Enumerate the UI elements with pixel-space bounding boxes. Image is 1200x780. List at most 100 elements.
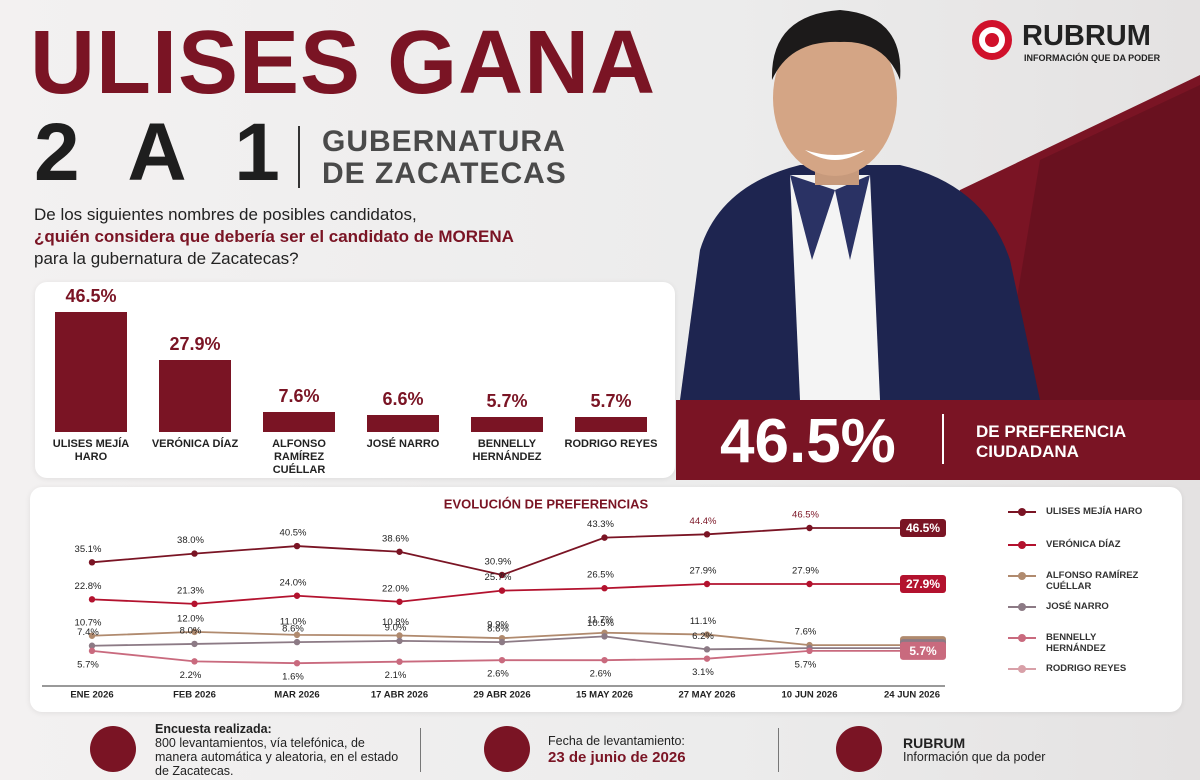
- data-point: [293, 542, 301, 550]
- subtitle-line: GUBERNATURA: [322, 125, 566, 158]
- bar: [263, 412, 335, 432]
- divider: [298, 126, 300, 188]
- legend-label: ALFONSO RAMÍREZ CUÉLLAR: [1046, 570, 1139, 592]
- brand-name: RUBRUM: [1022, 20, 1151, 52]
- end-label-box: [900, 575, 946, 593]
- data-label: 9.0%: [385, 622, 407, 633]
- end-label: 27.9%: [906, 577, 940, 591]
- data-point: [806, 524, 813, 532]
- data-label: 27.9%: [690, 566, 717, 577]
- data-label: 2.6%: [590, 669, 612, 680]
- data-label: 8.6%: [282, 624, 304, 635]
- highlight-label: DE PREFERENCIA CIUDADANA: [976, 422, 1126, 461]
- bar: [367, 414, 439, 432]
- x-tick-label: 10 JUN 2026: [782, 690, 838, 701]
- x-tick-label: VERÓNICA DÍAZ: [151, 438, 239, 450]
- x-tick-label: ALFONSO RAMÍREZ CUÉLLAR: [272, 438, 326, 476]
- question-line: para la gubernatura de Zacatecas?: [34, 249, 299, 268]
- data-label: 10.5%: [587, 618, 614, 629]
- data-point: [396, 632, 403, 639]
- x-tick-label: 15 MAY 2026: [576, 690, 633, 701]
- data-label: 12.0%: [177, 613, 204, 624]
- data-label: 8.0%: [180, 625, 202, 636]
- data-label: 27.9%: [169, 334, 221, 354]
- data-label: 46.5%: [65, 286, 117, 306]
- series-line: [91, 583, 912, 605]
- data-label: 38.6%: [382, 533, 409, 544]
- data-point: [498, 571, 506, 579]
- data-label: 30.9%: [485, 556, 512, 567]
- data-point: [703, 631, 711, 638]
- highlight-value: 46.5%: [720, 407, 896, 476]
- survey-info: Encuesta realizada: 800 levantamientos, …: [155, 722, 405, 778]
- bar: [159, 360, 231, 432]
- subtitle-line: DE ZACATECAS: [322, 157, 567, 190]
- data-point: [88, 647, 96, 655]
- legend-dot: [1018, 665, 1026, 673]
- data-label: 24.0%: [280, 577, 307, 588]
- data-point: [703, 580, 711, 588]
- bar-column: 5.7% BENNELLY HERNÁNDEZ: [455, 282, 559, 478]
- bar-column: 6.6% JOSÉ NARRO: [351, 282, 455, 478]
- bar: [575, 417, 647, 432]
- data-label: 7.6%: [795, 627, 817, 638]
- legend-item: ULISES MEJÍA HARO: [1008, 506, 1158, 517]
- legend-dot: [1018, 603, 1026, 611]
- calendar-icon: [484, 726, 530, 772]
- data-label: 11.0%: [280, 616, 307, 627]
- data-point: [88, 559, 96, 566]
- data-point: [498, 638, 506, 646]
- x-tick-label: ENE 2026: [70, 690, 113, 701]
- legend-label: BENNELLY HERNÁNDEZ: [1046, 632, 1106, 654]
- end-label: 46.5%: [906, 521, 940, 535]
- legend-dot: [1018, 634, 1026, 642]
- phone-icon: [90, 726, 136, 772]
- survey-title: Encuesta realizada:: [155, 722, 272, 736]
- data-point: [498, 656, 506, 664]
- divider: [420, 728, 421, 772]
- data-point: [396, 548, 403, 555]
- question: De los siguientes nombres de posibles ca…: [34, 204, 514, 270]
- bar-column: 7.6% ALFONSO RAMÍREZ CUÉLLAR: [247, 282, 351, 478]
- date-title: Fecha de levantamiento:: [548, 734, 685, 748]
- headline: ULISES GANA: [30, 13, 657, 113]
- data-point: [88, 642, 96, 649]
- date-info: Fecha de levantamiento: 23 de junio de 2…: [548, 734, 768, 765]
- x-tick-label: 27 MAY 2026: [678, 690, 735, 701]
- data-point: [806, 647, 813, 655]
- data-point: [293, 631, 301, 639]
- divider: [778, 728, 779, 772]
- data-point: [293, 638, 301, 646]
- data-label: 6.2%: [692, 631, 714, 642]
- x-tick-label: 24 JUN 2026: [884, 690, 940, 701]
- data-point: [703, 531, 711, 538]
- legend-item: ALFONSO RAMÍREZ CUÉLLAR: [1008, 570, 1158, 592]
- data-label: 11.7%: [587, 614, 614, 625]
- data-point: [806, 580, 813, 588]
- data-point: [293, 592, 301, 599]
- data-label: 10.7%: [75, 617, 102, 628]
- data-point: [703, 646, 711, 653]
- legend-dot: [1018, 572, 1026, 580]
- data-label: 5.7%: [486, 391, 528, 412]
- data-label: 1.6%: [282, 672, 304, 683]
- footer-brand-name: RUBRUM: [903, 735, 966, 751]
- growth-icon: [836, 726, 882, 772]
- x-tick-label: BENNELLY HERNÁNDEZ: [472, 438, 542, 463]
- x-tick-label: FEB 2026: [173, 690, 216, 701]
- question-emphasis: ¿quién considera que debería ser el cand…: [34, 227, 514, 246]
- bar-column: 46.5% ULISES MEJÍA HARO: [39, 282, 143, 478]
- chart-title: EVOLUCIÓN DE PREFERENCIAS: [444, 496, 649, 511]
- bar-chart: 46.5% ULISES MEJÍA HARO 27.9% VERÓNICA DÍAZ…: [35, 282, 675, 478]
- data-label: 10.8%: [382, 617, 409, 628]
- end-label-box: [900, 641, 946, 660]
- data-label: 5.7%: [77, 659, 99, 670]
- data-label: 35.1%: [75, 544, 102, 555]
- data-point: [191, 640, 198, 648]
- data-label: 21.3%: [177, 585, 204, 596]
- data-label: 11.1%: [690, 616, 717, 627]
- legend-label: ULISES MEJÍA HARO: [1046, 506, 1143, 517]
- bar-column: 5.7% RODRIGO REYES: [559, 282, 663, 478]
- data-label: 9.9%: [487, 620, 509, 631]
